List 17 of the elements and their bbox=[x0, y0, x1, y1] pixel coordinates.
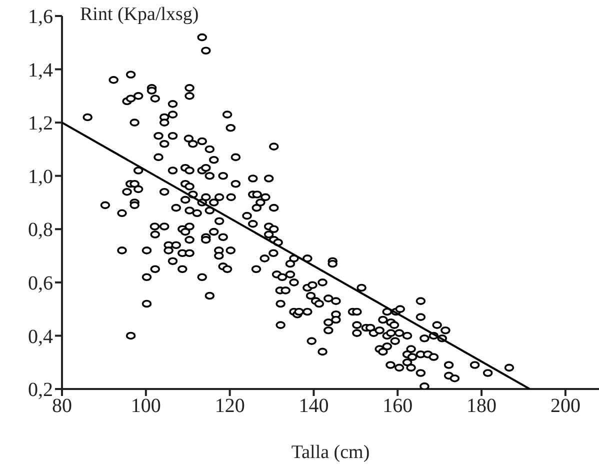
y-tick-label: 1,6 bbox=[28, 6, 53, 28]
y-axis-title: Rint (Kpa/lxsg) bbox=[80, 4, 199, 26]
x-tick-label: 100 bbox=[130, 395, 161, 418]
y-tick-label: 0,6 bbox=[28, 272, 53, 295]
x-tick-label: 200 bbox=[550, 395, 580, 418]
y-tick-label: 1,4 bbox=[28, 59, 53, 82]
y-tick-label: 1,0 bbox=[28, 166, 53, 188]
y-tick-label: 1,2 bbox=[28, 112, 53, 135]
x-tick-label: 120 bbox=[214, 395, 245, 418]
y-tick-label: 0,4 bbox=[28, 326, 53, 348]
x-tick-label: 140 bbox=[298, 395, 329, 418]
y-tick-label: 0,2 bbox=[28, 379, 53, 402]
y-tick-label: 0,8 bbox=[28, 219, 53, 242]
x-axis-title: Talla (cm) bbox=[291, 442, 370, 463]
x-tick-label: 80 bbox=[52, 395, 72, 418]
x-tick-label: 180 bbox=[466, 395, 497, 418]
x-tick-label: 160 bbox=[382, 395, 413, 418]
